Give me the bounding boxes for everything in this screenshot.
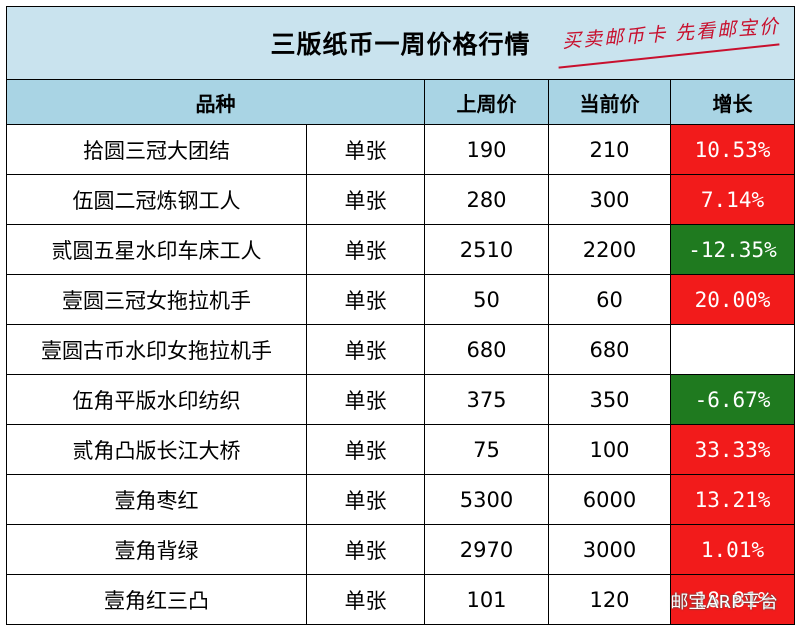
table-row: 拾圆三冠大团结 单张 190 210 10.53% <box>6 124 795 175</box>
growth-cell: -6.67% <box>670 374 795 425</box>
last-week-price-cell: 75 <box>424 424 549 475</box>
title-cell: 三版纸币一周价格行情 买卖邮币卡 先看邮宝价 <box>6 6 795 80</box>
table-row: 壹角背绿 单张 2970 3000 1.01% <box>6 524 795 575</box>
growth-cell: 18.81% <box>670 574 795 625</box>
variety-cell: 壹圆三冠女拖拉机手 <box>6 274 307 325</box>
current-price-cell: 680 <box>548 324 671 375</box>
title-row: 三版纸币一周价格行情 买卖邮币卡 先看邮宝价 <box>6 6 795 80</box>
unit-cell: 单张 <box>306 474 425 525</box>
current-price-cell: 6000 <box>548 474 671 525</box>
wechat-icon <box>638 590 664 611</box>
header-growth: 增长 <box>670 79 795 125</box>
growth-cell: -12.35% <box>670 224 795 275</box>
price-table: 三版纸币一周价格行情 买卖邮币卡 先看邮宝价 品种 上周价 当前价 增长 拾圆三… <box>6 6 795 625</box>
last-week-price-cell: 2970 <box>424 524 549 575</box>
unit-cell: 单张 <box>306 274 425 325</box>
watermark-text: 邮宝ARP平台 <box>670 592 778 613</box>
current-price-cell: 3000 <box>548 524 671 575</box>
unit-cell: 单张 <box>306 524 425 575</box>
table-row: 壹角红三凸 单张 101 120 18.81% <box>6 574 795 625</box>
growth-cell: 20.00% <box>670 274 795 325</box>
growth-cell: 1.01% <box>670 524 795 575</box>
unit-cell: 单张 <box>306 224 425 275</box>
current-price-cell: 2200 <box>548 224 671 275</box>
table-row: 壹圆三冠女拖拉机手 单张 50 60 20.00% <box>6 274 795 325</box>
growth-cell <box>670 324 795 375</box>
header-row: 品种 上周价 当前价 增长 <box>6 79 795 125</box>
watermark: 邮宝ARP平台 <box>638 588 778 614</box>
current-price-cell: 120 <box>548 574 671 625</box>
table-row: 贰圆五星水印车床工人 单张 2510 2200 -12.35% <box>6 224 795 275</box>
unit-cell: 单张 <box>306 324 425 375</box>
variety-cell: 伍角平版水印纺织 <box>6 374 307 425</box>
table-row: 壹角枣红 单张 5300 6000 13.21% <box>6 474 795 525</box>
variety-cell: 贰圆五星水印车床工人 <box>6 224 307 275</box>
last-week-price-cell: 190 <box>424 124 549 175</box>
unit-cell: 单张 <box>306 174 425 225</box>
current-price-cell: 100 <box>548 424 671 475</box>
growth-cell: 33.33% <box>670 424 795 475</box>
current-price-cell: 350 <box>548 374 671 425</box>
last-week-price-cell: 375 <box>424 374 549 425</box>
variety-cell: 壹角红三凸 <box>6 574 307 625</box>
table-title: 三版纸币一周价格行情 <box>270 30 531 59</box>
variety-cell: 壹角枣红 <box>6 474 307 525</box>
table-row: 伍角平版水印纺织 单张 375 350 -6.67% <box>6 374 795 425</box>
unit-cell: 单张 <box>306 574 425 625</box>
variety-cell: 壹圆古币水印女拖拉机手 <box>6 324 307 375</box>
table-row: 伍圆二冠炼钢工人 单张 280 300 7.14% <box>6 174 795 225</box>
table-row: 壹圆古币水印女拖拉机手 单张 680 680 <box>6 324 795 375</box>
variety-cell: 贰角凸版长江大桥 <box>6 424 307 475</box>
table-row: 贰角凸版长江大桥 单张 75 100 33.33% <box>6 424 795 475</box>
header-current: 当前价 <box>548 79 671 125</box>
last-week-price-cell: 101 <box>424 574 549 625</box>
last-week-price-cell: 280 <box>424 174 549 225</box>
header-name: 品种 <box>6 79 425 125</box>
unit-cell: 单张 <box>306 424 425 475</box>
variety-cell: 拾圆三冠大团结 <box>6 124 307 175</box>
last-week-price-cell: 5300 <box>424 474 549 525</box>
header-last-week: 上周价 <box>424 79 549 125</box>
last-week-price-cell: 2510 <box>424 224 549 275</box>
growth-cell: 13.21% <box>670 474 795 525</box>
unit-cell: 单张 <box>306 374 425 425</box>
last-week-price-cell: 680 <box>424 324 549 375</box>
variety-cell: 壹角背绿 <box>6 524 307 575</box>
unit-cell: 单张 <box>306 124 425 175</box>
current-price-cell: 210 <box>548 124 671 175</box>
variety-cell: 伍圆二冠炼钢工人 <box>6 174 307 225</box>
last-week-price-cell: 50 <box>424 274 549 325</box>
growth-cell: 7.14% <box>670 174 795 225</box>
current-price-cell: 300 <box>548 174 671 225</box>
growth-cell: 10.53% <box>670 124 795 175</box>
current-price-cell: 60 <box>548 274 671 325</box>
